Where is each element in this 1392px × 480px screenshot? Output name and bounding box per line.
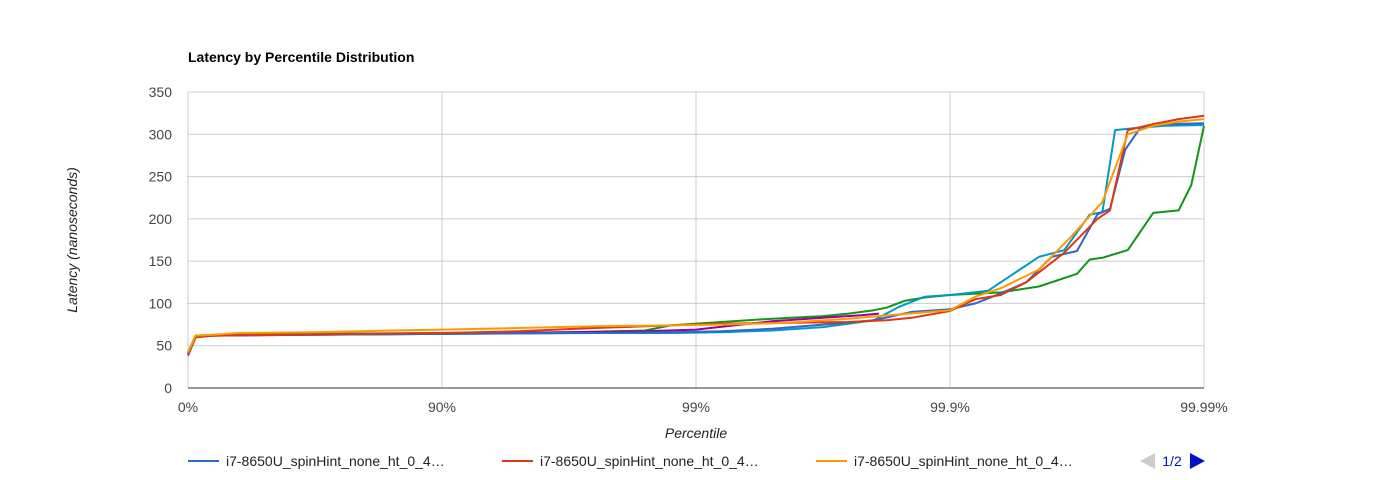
series-line (187, 114, 1205, 355)
legend-pager: 1/2 (1140, 453, 1205, 469)
next-page-icon[interactable] (1190, 453, 1205, 469)
x-tick-label: 0% (178, 399, 198, 415)
grid (187, 91, 1205, 389)
y-tick-label: 150 (149, 253, 173, 269)
x-tick-label: 90% (428, 399, 456, 415)
x-tick-label: 99% (682, 399, 710, 415)
x-axis-title: Percentile (665, 425, 727, 441)
x-tick-label: 99.99% (1180, 399, 1227, 415)
y-tick-label: 200 (149, 211, 173, 227)
series-layer (187, 114, 1205, 357)
legend-label: i7-8650U_spinHint_none_ht_0_4… (854, 453, 1073, 469)
x-tick-labels: 0% 90% 99% 99.9% 99.99% (178, 399, 1228, 415)
legend-page-indicator: 1/2 (1162, 453, 1182, 469)
x-tick-label: 99.9% (930, 399, 970, 415)
previous-page-icon[interactable] (1140, 453, 1155, 469)
y-tick-label: 350 (149, 84, 173, 100)
y-tick-label: 100 (149, 295, 173, 311)
legend: i7-8650U_spinHint_none_ht_0_4… i7-8650U_s… (188, 453, 1073, 469)
y-axis-title: Latency (nanoseconds) (64, 167, 80, 313)
series-line (187, 118, 1205, 353)
y-tick-label: 50 (156, 338, 172, 354)
y-tick-label: 0 (164, 380, 172, 396)
legend-label: i7-8650U_spinHint_none_ht_0_4… (226, 453, 445, 469)
y-tick-labels: 0 50 100 150 200 250 300 350 (149, 84, 173, 396)
legend-label: i7-8650U_spinHint_none_ht_0_4… (540, 453, 759, 469)
chart-title: Latency by Percentile Distribution (188, 49, 414, 65)
y-tick-label: 250 (149, 169, 173, 185)
y-tick-label: 300 (149, 126, 173, 142)
